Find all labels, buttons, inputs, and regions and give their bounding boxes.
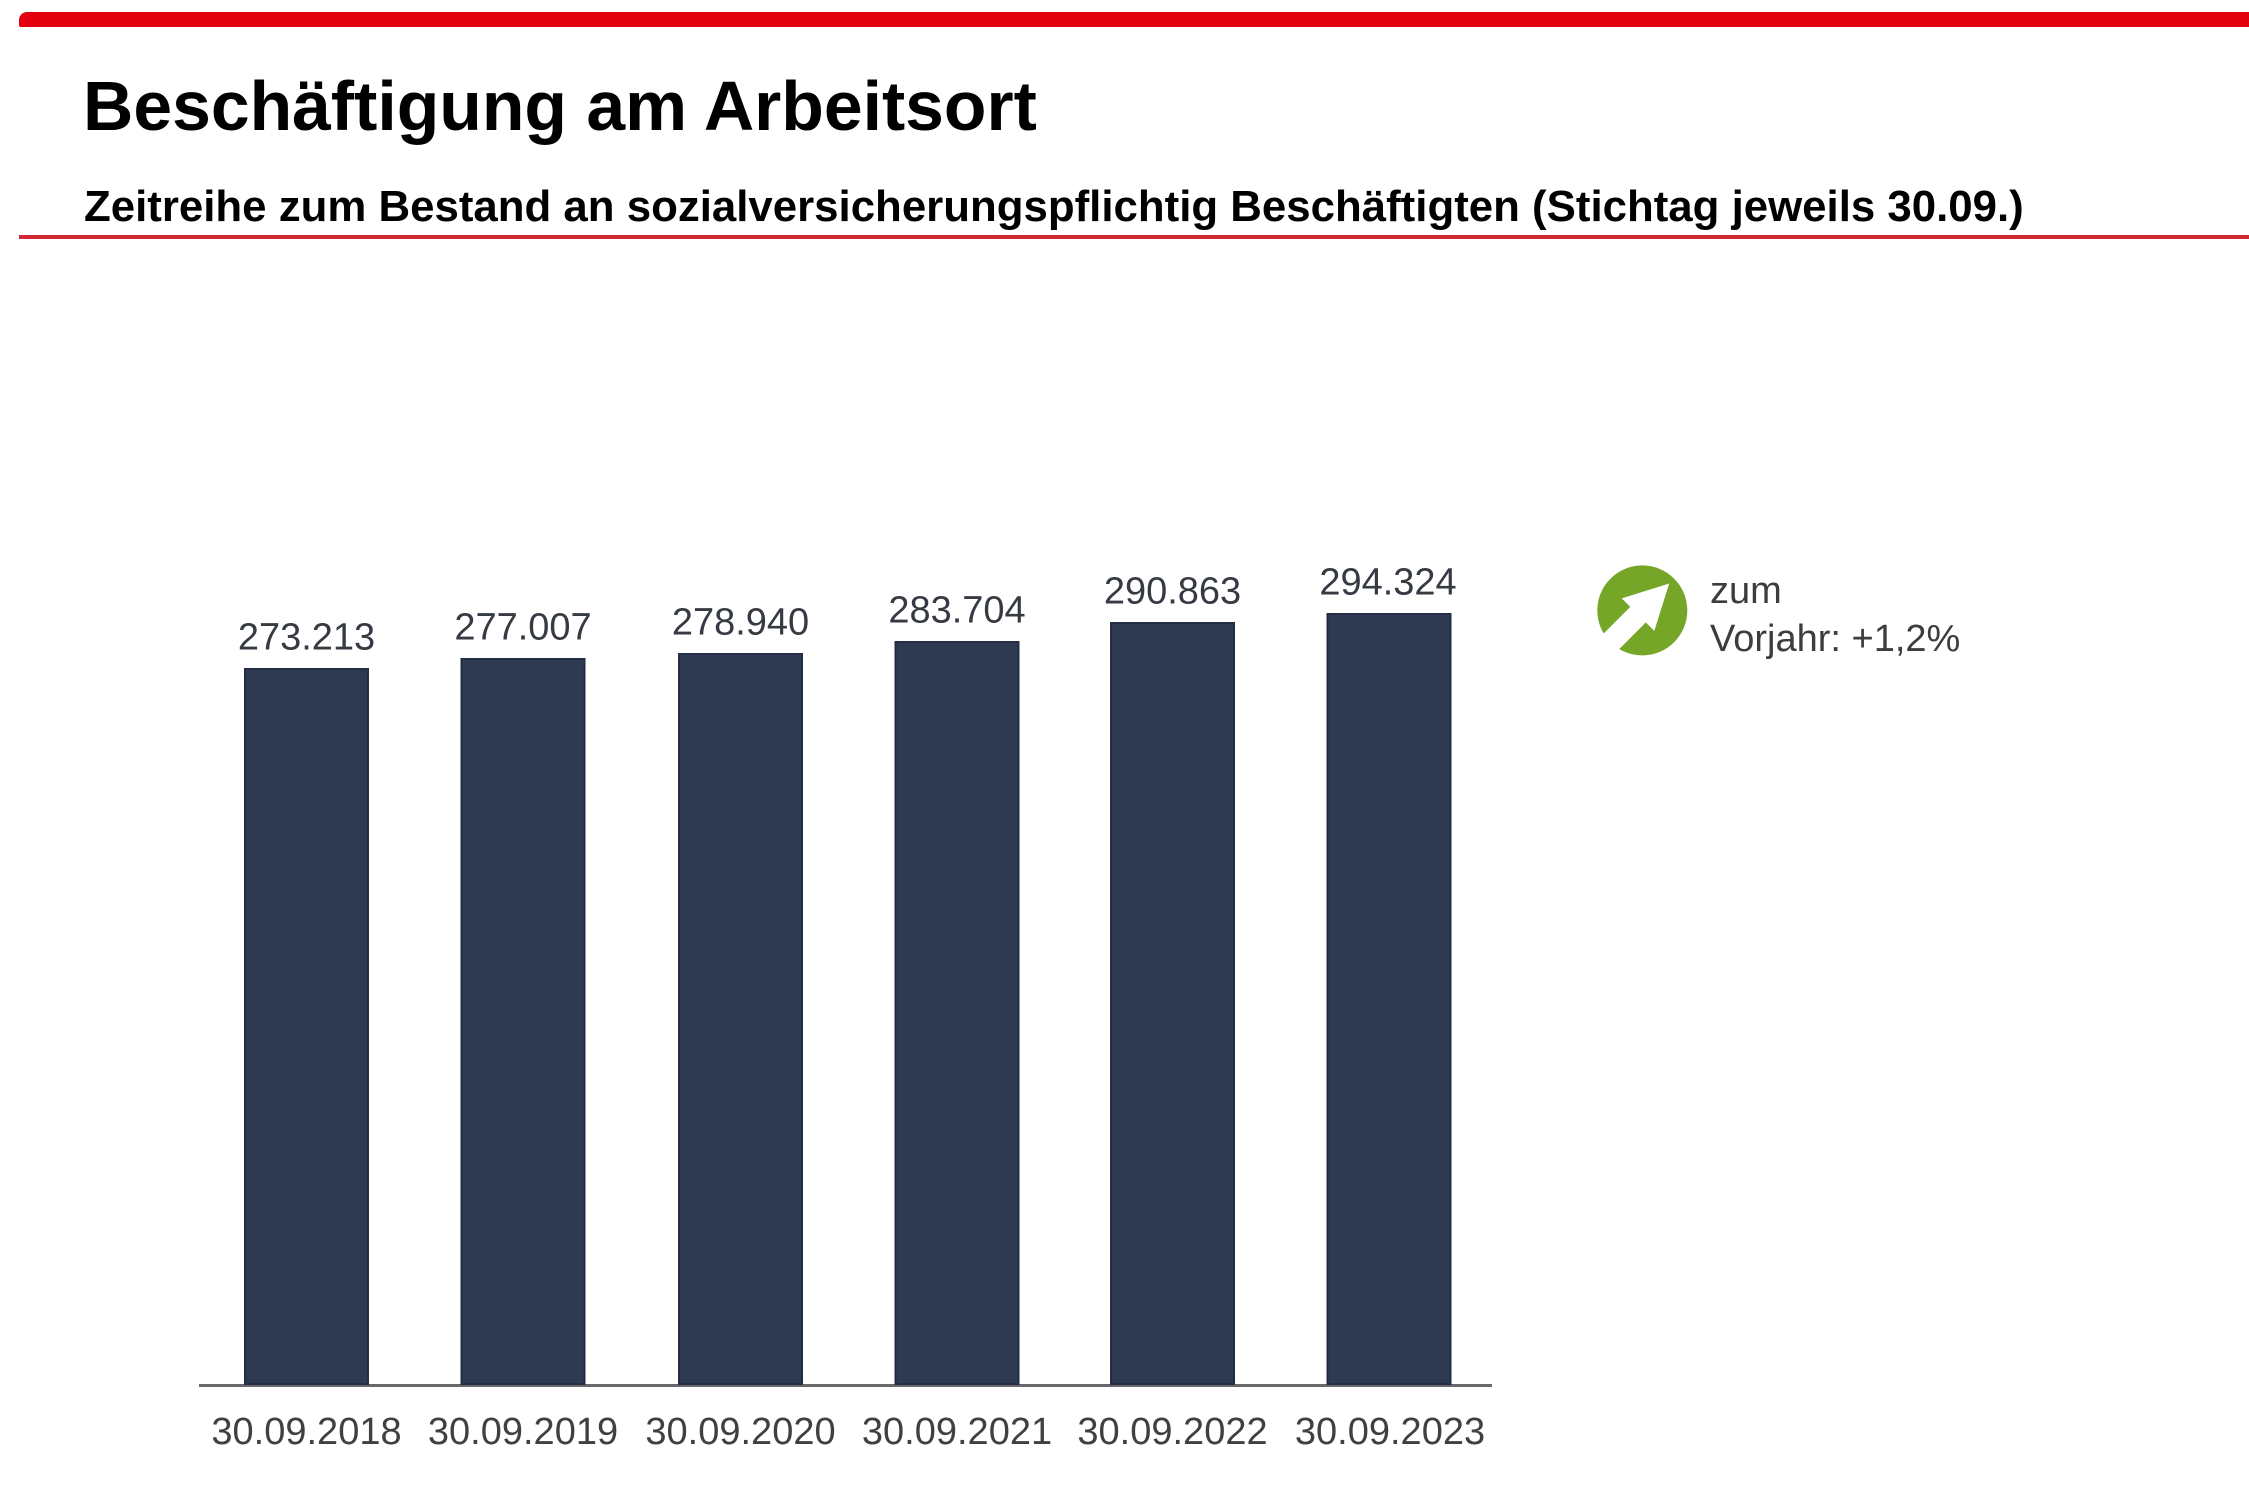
svg-text:30.09.2019: 30.09.2019 [428, 1411, 618, 1453]
svg-text:zum: zum [1710, 570, 1782, 612]
svg-text:30.09.2023: 30.09.2023 [1295, 1411, 1485, 1453]
svg-text:290.863: 290.863 [1104, 571, 1241, 613]
svg-text:30.09.2021: 30.09.2021 [862, 1411, 1052, 1453]
svg-text:283.704: 283.704 [888, 590, 1025, 632]
svg-text:30.09.2022: 30.09.2022 [1077, 1411, 1267, 1453]
svg-text:278.940: 278.940 [672, 602, 809, 644]
svg-text:30.09.2018: 30.09.2018 [211, 1411, 401, 1453]
svg-text:Vorjahr: +1,2%: Vorjahr: +1,2% [1710, 618, 1960, 660]
svg-text:277.007: 277.007 [454, 607, 591, 649]
svg-text:273.213: 273.213 [238, 617, 375, 659]
svg-text:294.324: 294.324 [1319, 562, 1456, 604]
svg-text:30.09.2020: 30.09.2020 [645, 1411, 835, 1453]
